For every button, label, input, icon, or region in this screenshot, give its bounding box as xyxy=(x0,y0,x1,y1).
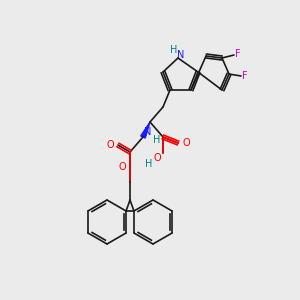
Text: O: O xyxy=(153,153,161,163)
Text: H: H xyxy=(153,135,161,145)
Text: O: O xyxy=(182,138,190,148)
Text: H: H xyxy=(145,159,153,169)
Text: N: N xyxy=(144,127,152,137)
Polygon shape xyxy=(141,122,150,138)
Text: O: O xyxy=(118,162,126,172)
Text: F: F xyxy=(235,49,241,59)
Text: O: O xyxy=(106,140,114,150)
Text: N: N xyxy=(177,50,185,60)
Text: F: F xyxy=(242,71,248,81)
Text: H: H xyxy=(170,45,178,55)
